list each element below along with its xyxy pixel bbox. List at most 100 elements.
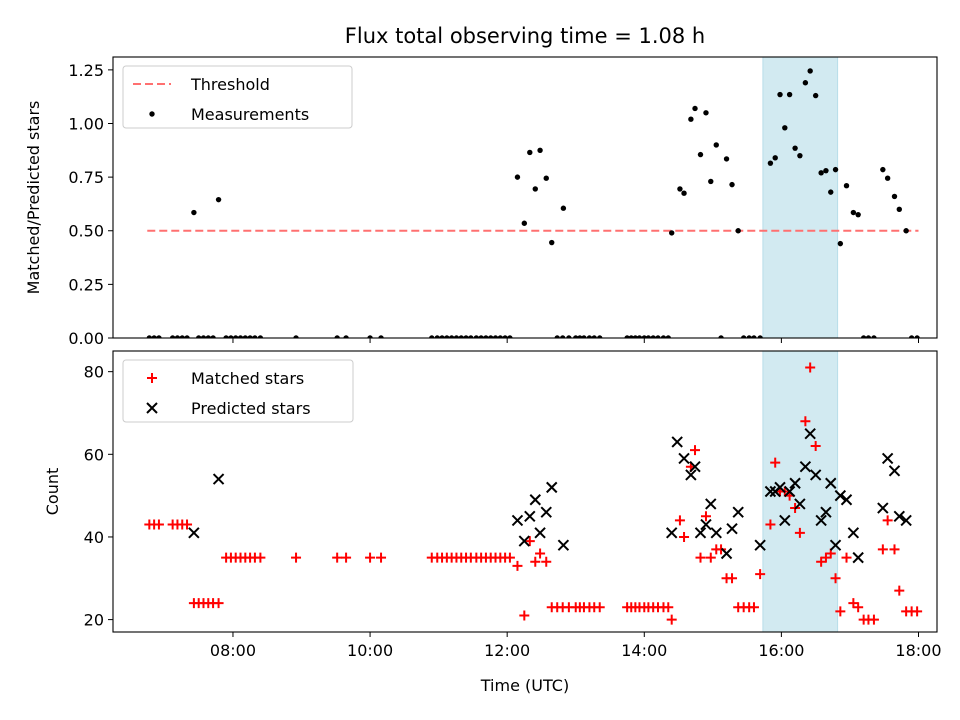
matched-star-point <box>770 457 781 468</box>
predicted-star-point <box>732 506 744 518</box>
measurement-point <box>807 68 813 74</box>
measurement-point <box>195 335 202 338</box>
matched-star-point <box>765 519 776 530</box>
measurement-point <box>740 335 747 338</box>
measurement-point <box>473 335 480 338</box>
x-tick-label: 18:00 <box>895 641 941 660</box>
measurement-point <box>832 166 839 173</box>
measurement-point <box>884 175 891 181</box>
x-tick-label: 12:00 <box>484 641 530 660</box>
measurement-point <box>751 335 757 338</box>
measurement-point <box>896 206 902 212</box>
x-tick-label: 08:00 <box>210 641 256 660</box>
measurement-point <box>757 335 763 338</box>
measurement-point <box>660 335 667 338</box>
y-tick-label: 1.00 <box>68 114 104 133</box>
measurement-point <box>665 335 671 338</box>
measurement-point <box>468 335 474 338</box>
y-tick-label: 20 <box>84 611 104 630</box>
legend <box>122 65 353 129</box>
measurement-point <box>537 147 543 154</box>
measurement-point <box>903 228 909 234</box>
matched-star-point <box>853 602 864 613</box>
matched-star-point <box>341 552 352 563</box>
legend-predicted-swatch <box>146 402 158 414</box>
predicted-star-point <box>534 527 546 539</box>
matched-star-point <box>365 552 376 563</box>
chart-title: Flux total observing time = 1.08 h <box>345 24 705 48</box>
plot-area <box>146 57 920 338</box>
measurement-point <box>237 335 244 338</box>
legend-matched-swatch <box>147 373 157 383</box>
measurement-point <box>560 335 566 338</box>
measurement-point <box>527 149 533 156</box>
measurement-point <box>507 335 513 338</box>
measurement-point <box>650 335 656 338</box>
measurement-point <box>560 205 567 211</box>
y-tick-label: 1.25 <box>68 61 104 80</box>
measurement-point <box>478 335 484 338</box>
measurement-point <box>597 335 603 338</box>
y-axis-label: Count <box>43 468 62 516</box>
measurement-point <box>723 156 730 162</box>
measurement-point <box>713 142 719 148</box>
legend-measurement-swatch <box>149 111 155 117</box>
measurement-point <box>242 335 249 338</box>
predicted-star-point <box>700 518 712 531</box>
measurement-point <box>591 335 597 338</box>
matched-star-point <box>182 519 193 530</box>
measurement-point <box>343 335 349 338</box>
measurement-point <box>735 228 741 234</box>
matched-star-point <box>912 606 923 617</box>
measurement-point <box>463 335 469 338</box>
predicted-star-point <box>754 539 766 551</box>
y-tick-label: 0.50 <box>68 222 104 241</box>
predicted-star-point <box>557 539 570 551</box>
predicted-star-point <box>779 514 791 527</box>
axes-frame <box>112 56 938 339</box>
predicted-star-point <box>511 514 524 527</box>
matched-star-point <box>663 602 674 613</box>
matched-star-point <box>291 552 302 563</box>
measurement-point <box>210 335 216 338</box>
predicted-star-point <box>847 527 860 539</box>
predicted-star-point <box>188 527 200 539</box>
measurement-point <box>191 209 197 216</box>
measurement-point <box>855 211 861 218</box>
predicted-star-point <box>834 489 847 502</box>
predicted-star-point <box>774 481 786 494</box>
matched-star-point <box>868 614 879 625</box>
predicted-star-point <box>840 494 853 506</box>
predicted-star-point <box>881 452 894 465</box>
measurement-point <box>697 151 704 158</box>
matched-star-point <box>594 602 605 613</box>
matched-star-point <box>695 552 706 563</box>
measurement-point <box>532 186 538 192</box>
y-tick-label: 0.25 <box>68 275 104 294</box>
measurement-point <box>566 335 572 338</box>
measurement-point <box>156 335 162 338</box>
predicted-star-point <box>685 469 697 481</box>
predicted-star-point <box>804 427 816 440</box>
measurement-point <box>439 335 445 338</box>
measurement-point <box>577 335 583 338</box>
measurement-point <box>334 335 340 338</box>
x-tick-label: 16:00 <box>758 641 804 660</box>
predicted-star-point <box>900 514 912 527</box>
measurement-point <box>252 335 258 338</box>
predicted-star-point <box>799 460 812 473</box>
matched-star-point <box>800 416 811 427</box>
measurement-point <box>215 196 222 203</box>
measurement-point <box>448 335 455 338</box>
measurement-point <box>703 110 709 116</box>
measurement-point <box>865 335 872 338</box>
measurement-point <box>169 335 176 338</box>
measurement-point <box>636 335 643 338</box>
measurement-point <box>378 335 384 338</box>
predicted-star-point <box>678 452 690 465</box>
matched-star-point <box>666 614 677 625</box>
measurement-point <box>573 335 579 338</box>
predicted-star-point <box>540 506 552 518</box>
matched-star-point <box>213 598 224 609</box>
